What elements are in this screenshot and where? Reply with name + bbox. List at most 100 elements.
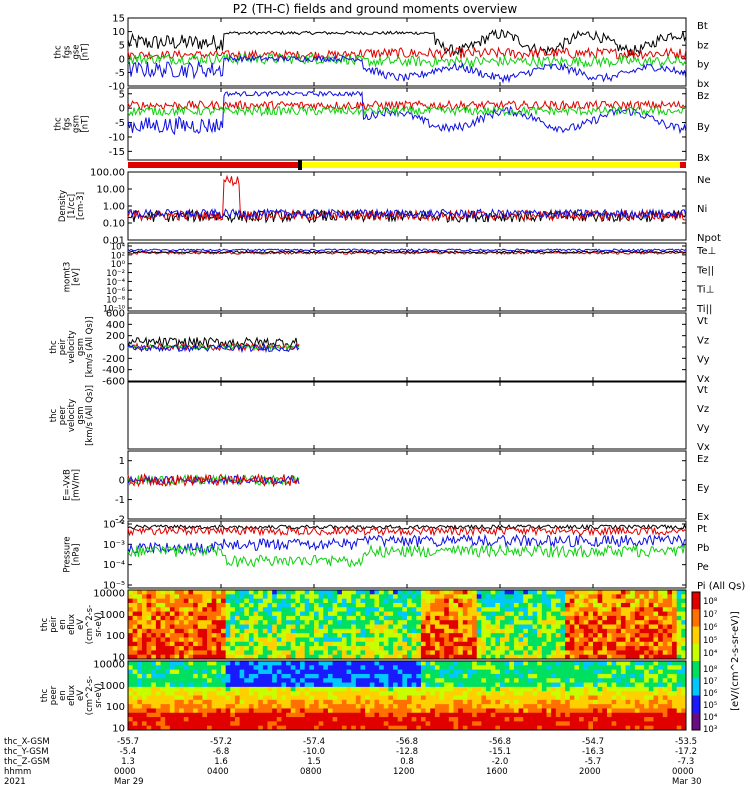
spectrogram-cell xyxy=(211,620,217,625)
spectrogram-cell xyxy=(383,590,389,595)
spectrogram-cell xyxy=(658,669,664,675)
spectrogram-cell xyxy=(155,704,161,709)
spectrogram-cell xyxy=(509,611,515,617)
spectrogram-cell xyxy=(416,682,422,688)
spectrogram-cell xyxy=(141,637,147,643)
ytick-label: 10 xyxy=(112,723,125,734)
spectrogram-cell xyxy=(188,620,194,625)
spectrogram-cell xyxy=(593,598,599,604)
spectrogram-cell xyxy=(425,620,431,625)
spectrogram-cell xyxy=(290,615,296,621)
spectrogram-cell xyxy=(369,598,375,604)
spectrogram-cell xyxy=(672,641,678,647)
spectrogram-cell xyxy=(616,678,622,683)
spectrogram-cell xyxy=(211,624,217,630)
spectrogram-cell xyxy=(472,717,478,722)
spectrogram-cell xyxy=(165,661,171,666)
spectrogram-cell xyxy=(551,602,557,608)
spectrogram-cell xyxy=(346,611,352,617)
spectrogram-cell xyxy=(667,669,673,675)
spectrogram-cell xyxy=(653,654,659,660)
spectrogram-cell xyxy=(323,699,329,705)
spectrogram-cell xyxy=(513,628,519,634)
spectrogram-cell xyxy=(518,708,524,714)
spectrogram-cell xyxy=(351,641,357,647)
spectrogram-cell xyxy=(444,717,450,722)
spectrogram-cell xyxy=(141,641,147,647)
spectrogram-cell xyxy=(244,633,250,638)
spectrogram-cell xyxy=(555,691,561,696)
spectrogram-cell xyxy=(323,633,329,638)
spectrogram-cell xyxy=(272,725,278,731)
spectrogram-cell xyxy=(216,611,222,617)
spectrogram-cell xyxy=(402,669,408,675)
spectrogram-cell xyxy=(290,598,296,604)
spectrogram-cell xyxy=(583,611,589,617)
spectrogram-cell xyxy=(267,673,273,679)
spectrogram-cell xyxy=(430,717,436,722)
spectrogram-cell xyxy=(267,695,273,701)
spectrogram-cell xyxy=(625,594,631,600)
spectrogram-cell xyxy=(262,602,268,608)
spectrogram-cell xyxy=(360,654,366,660)
spectrogram-cell xyxy=(244,602,250,608)
spectrogram-cell xyxy=(504,594,510,600)
spectrogram-cell xyxy=(337,704,343,709)
spectrogram-cell xyxy=(644,590,650,595)
spectrogram-cell xyxy=(560,673,566,679)
spectrogram-cell xyxy=(309,695,315,701)
spectrogram-cell xyxy=(365,708,371,714)
spectrogram-cell xyxy=(244,721,250,727)
spectrogram-cell xyxy=(225,654,231,660)
spectrogram-cell xyxy=(183,708,189,714)
spectrogram-cell xyxy=(458,650,464,656)
spectrogram-cell xyxy=(155,721,161,727)
spectrogram-cell xyxy=(388,650,394,656)
spectrogram-cell xyxy=(597,704,603,709)
spectrogram-cell xyxy=(672,678,678,683)
spectrogram-cell xyxy=(197,682,203,688)
ytick-label: -1 xyxy=(115,495,125,506)
spectrogram-cell xyxy=(462,654,468,660)
spectrogram-cell xyxy=(300,699,306,705)
spectrogram-cell xyxy=(351,611,357,617)
spectrogram-cell xyxy=(569,646,575,651)
spectrogram-cell xyxy=(486,717,492,722)
spectrogram-cell xyxy=(332,695,338,701)
spectrogram-cell xyxy=(495,633,501,638)
spectrogram-cell xyxy=(141,665,147,671)
spectrogram-cell xyxy=(551,682,557,688)
spectrogram-cell xyxy=(644,691,650,696)
spectrogram-cell xyxy=(211,615,217,621)
spectrogram-cell xyxy=(207,691,213,696)
spectrogram-cell xyxy=(281,665,287,671)
spectrogram-cell xyxy=(211,721,217,727)
spectrogram-cell xyxy=(128,650,134,656)
spectrogram-cell xyxy=(648,695,654,701)
spectrogram-cell xyxy=(606,624,612,630)
spectrogram-cell xyxy=(239,615,245,621)
spectrogram-cell xyxy=(597,650,603,656)
spectrogram-cell xyxy=(620,646,626,651)
spectrogram-cell xyxy=(323,620,329,625)
spectrogram-cell xyxy=(672,721,678,727)
spectrogram-cell xyxy=(393,590,399,595)
spectrogram-cell xyxy=(318,673,324,679)
spectrogram-cell xyxy=(165,691,171,696)
spectrogram-cell xyxy=(132,699,138,705)
legend-bt: Bt xyxy=(697,21,708,32)
spectrogram-cell xyxy=(588,721,594,727)
spectrogram-cell xyxy=(667,721,673,727)
spectrogram-cell xyxy=(239,598,245,604)
spectrogram-cell xyxy=(374,624,380,630)
spectrogram-cell xyxy=(509,691,515,696)
spectrogram-cell xyxy=(388,686,394,692)
spectrogram-cell xyxy=(513,699,519,705)
spectrogram-cell xyxy=(281,691,287,696)
spectrogram-cell xyxy=(179,682,185,688)
spectrogram-cell xyxy=(472,590,478,595)
spectrogram-cell xyxy=(495,708,501,714)
spectrogram-cell xyxy=(500,717,506,722)
spectrogram-cell xyxy=(667,654,673,660)
spectrogram-cell xyxy=(295,654,301,660)
